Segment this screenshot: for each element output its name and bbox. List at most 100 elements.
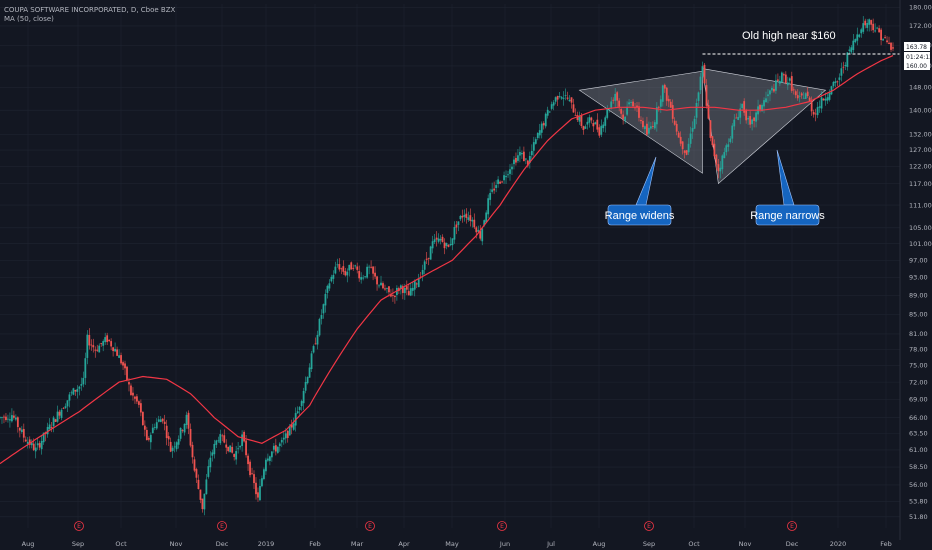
candle-body [711, 136, 714, 146]
candle-body [423, 261, 426, 270]
y-tick-label: 101.00 [909, 240, 932, 248]
candle-body [239, 446, 242, 448]
candle-body [56, 411, 59, 422]
candle-body [600, 125, 603, 135]
candle-body [437, 238, 440, 242]
candle-body [521, 152, 523, 155]
callout-text: Range widens [605, 210, 675, 222]
candle-body [499, 181, 501, 184]
candle-body [725, 145, 728, 153]
candle-body [767, 94, 769, 97]
candle-body [876, 27, 879, 29]
candle-body [368, 266, 371, 268]
candle-body [1, 417, 3, 418]
candle-body [108, 339, 111, 341]
candle-body [445, 243, 448, 246]
candle-body [274, 445, 277, 452]
candle-body [489, 192, 492, 200]
candle-body [390, 294, 392, 297]
candle-body [64, 406, 67, 409]
candle-body [590, 117, 593, 121]
earnings-marker [787, 521, 797, 531]
candle-body [118, 355, 120, 358]
candle-body [568, 99, 571, 102]
candle-body [733, 119, 736, 127]
candle-body [453, 227, 456, 240]
candle-body [473, 219, 476, 228]
candle-body [884, 37, 886, 38]
candle-body [646, 123, 648, 135]
x-tick-label: Dec [786, 540, 799, 548]
candle-body [671, 105, 674, 119]
candle-body [828, 93, 831, 100]
candle-body [181, 430, 184, 432]
candle-body [818, 106, 821, 108]
candle-body [36, 443, 39, 446]
candle-body [427, 257, 430, 259]
candle-body [106, 335, 109, 342]
y-tick-label: 75.00 [909, 362, 928, 370]
candle-body [167, 436, 170, 440]
candle-body [314, 343, 317, 345]
candle-body [816, 107, 819, 116]
candle-body [171, 447, 174, 451]
price-tag-label: 160.00 [906, 63, 927, 70]
candle-body [788, 78, 791, 81]
y-tick-label: 63.50 [909, 430, 928, 438]
candle-body [38, 443, 41, 448]
candle-body [792, 89, 795, 91]
candle-body [761, 104, 763, 112]
candle-body [467, 217, 470, 220]
candle-body [288, 425, 291, 436]
candle-body [257, 492, 259, 498]
candle-body [318, 318, 321, 336]
candle-body [526, 160, 529, 166]
candle-body [886, 40, 888, 43]
candle-body [864, 20, 867, 26]
candle-body [88, 334, 91, 346]
callout-box [607, 204, 672, 226]
candle-body [612, 99, 615, 101]
candle-body [782, 74, 785, 76]
candle-body [159, 419, 162, 423]
candle-body [22, 428, 25, 438]
y-tick-label: 53.80 [909, 498, 928, 506]
candle-body [687, 143, 690, 153]
candle-body [219, 434, 222, 444]
candle-body [679, 136, 682, 144]
candle-body [759, 104, 761, 110]
candle-body [270, 451, 273, 458]
candle-body [128, 382, 130, 385]
candle-body [890, 42, 892, 50]
candle-body [68, 394, 71, 401]
candle-body [638, 106, 640, 118]
candle-body [677, 132, 680, 138]
candle-body [282, 437, 285, 440]
candle-body [221, 435, 224, 437]
candle-body [505, 176, 507, 178]
candle-body [72, 388, 75, 395]
candle-body [491, 189, 494, 192]
candle-body [862, 23, 865, 32]
candle-body [626, 106, 628, 115]
candle-body [820, 97, 823, 109]
y-tick-label: 172.00 [909, 22, 932, 30]
y-tick-label: 127.00 [909, 146, 932, 154]
candle-body [723, 152, 726, 159]
candle-body [735, 117, 738, 119]
candle-body [840, 68, 843, 76]
candle-body [570, 97, 573, 103]
candle-body [18, 427, 21, 431]
candle-body [284, 433, 287, 439]
candle-body [632, 101, 634, 107]
candle-body [673, 120, 676, 125]
candle-body [34, 447, 37, 452]
candle-body [822, 98, 825, 101]
candle-body [358, 271, 361, 279]
candle-body [253, 474, 255, 484]
candle-body [114, 348, 116, 352]
candle-body [76, 388, 79, 392]
candle-body [667, 98, 670, 102]
